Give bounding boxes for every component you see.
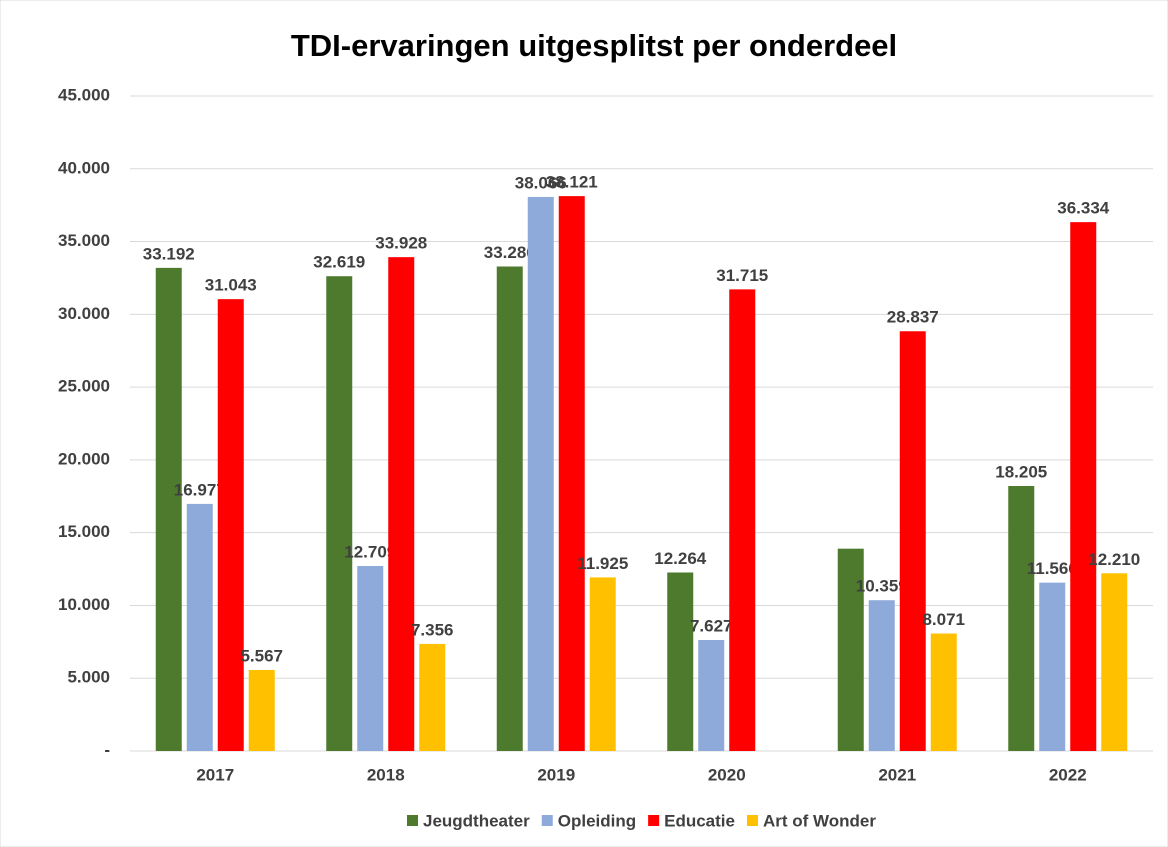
y-tick-label: 35.000 [58,231,110,250]
bar [388,257,415,751]
bar [155,267,182,751]
bar [868,600,895,751]
data-label: 31.043 [205,276,257,295]
bar [419,643,446,751]
x-tick-label: 2018 [367,765,405,784]
bar [589,577,616,751]
data-label: 31.715 [716,266,768,285]
bar [496,266,523,751]
x-tick-label: 2019 [537,765,575,784]
y-tick-label: 10.000 [58,595,110,614]
data-label: 7.627 [690,616,733,635]
bar [930,633,957,751]
data-label: 10.359 [856,577,908,596]
legend-label: Opleiding [558,811,636,830]
legend-swatch [648,815,660,826]
y-tick-label: - [104,740,110,759]
y-tick-label: 5.000 [67,668,110,687]
bar [1008,486,1035,751]
data-label: 32.619 [313,253,365,272]
data-label: 8.071 [922,610,965,629]
y-tick-label: 15.000 [58,522,110,541]
data-label: 12.709 [344,542,396,561]
bar [217,299,244,751]
data-label: 36.334 [1057,199,1110,218]
bar [186,503,213,751]
bar [326,276,353,751]
bar [667,572,694,751]
data-label: 7.356 [411,620,454,639]
bar [837,548,864,751]
bar [1070,222,1097,752]
x-tick-label: 2021 [878,765,916,784]
chart-title: TDI-ervaringen uitgesplitst per onderdee… [291,28,897,63]
data-label: 38.121 [546,173,598,192]
data-label: 11.566 [1027,559,1078,578]
y-tick-label: 20.000 [58,449,110,468]
legend-label: Educatie [664,811,735,830]
legend-swatch [746,815,758,826]
bar [558,196,585,751]
data-label: 33.192 [143,244,195,263]
bar [357,566,384,751]
data-label: 12.210 [1088,550,1140,569]
data-label: 16.977 [174,480,226,499]
y-tick-label: 40.000 [58,158,110,177]
bar [527,196,554,751]
legend-swatch [541,815,553,826]
legend-label: Jeugdtheater [423,811,530,830]
data-label: 12.264 [654,549,707,568]
legend-swatch [406,815,418,826]
bar [729,289,756,751]
x-tick-label: 2022 [1049,765,1087,784]
data-label: 33.928 [375,234,427,253]
bar [1039,582,1066,751]
data-label: 33.286 [484,243,536,262]
data-label: 11.925 [577,554,628,573]
y-tick-label: 30.000 [58,304,110,323]
y-tick-label: 45.000 [58,85,110,104]
x-tick-label: 2020 [708,765,746,784]
bar [698,639,725,751]
data-label: 18.205 [995,463,1047,482]
data-label: 28.837 [887,308,939,327]
legend-label: Art of Wonder [763,811,876,830]
bar [248,669,275,751]
data-label: 5.567 [240,646,283,665]
x-tick-label: 2017 [196,765,234,784]
bar [1101,573,1128,751]
bar [899,331,926,751]
y-tick-label: 25.000 [58,377,110,396]
data-label: 38.066 [515,173,567,192]
